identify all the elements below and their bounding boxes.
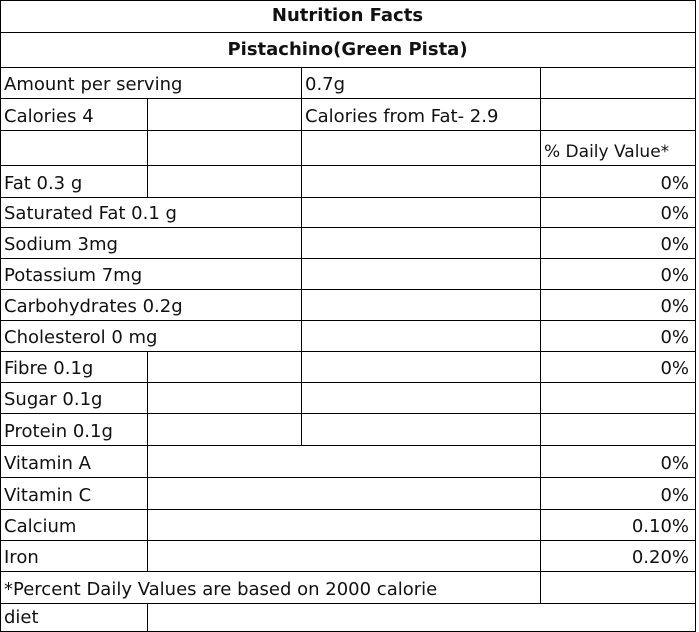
grid-vline — [301, 413, 302, 446]
grid-hline — [0, 320, 696, 321]
calories-label: Calories 4 — [4, 106, 94, 127]
grid-hline — [0, 227, 696, 228]
grid-hline — [0, 197, 696, 198]
nutrient-daily-value — [540, 382, 695, 413]
grid-vline — [147, 382, 148, 414]
nutrient-name: Potassium 7mg — [4, 265, 143, 286]
grid-hline — [0, 477, 696, 478]
grid-vline — [301, 227, 302, 259]
grid-hline — [0, 289, 696, 290]
nutrient-name: Cholesterol 0 mg — [4, 327, 158, 348]
nutrient-daily-value: 0% — [660, 203, 689, 224]
page-title: Nutrition Facts — [271, 5, 424, 26]
grid-vline — [540, 445, 541, 478]
grid-hline — [0, 382, 696, 383]
grid-hline — [0, 67, 696, 68]
grid-vline — [147, 603, 148, 632]
grid-vline — [540, 67, 541, 99]
grid-vline — [540, 258, 541, 290]
grid-vline — [540, 320, 541, 352]
grid-hline — [0, 0, 696, 1]
grid-vline — [540, 477, 541, 510]
nutrient-name: Calcium — [4, 516, 77, 537]
nutrient-name: Fat 0.3 g — [4, 173, 83, 194]
grid-vline — [0, 0, 1, 632]
grid-hline — [0, 165, 696, 166]
nutrient-name: Fibre 0.1g — [4, 358, 94, 379]
grid-hline — [0, 351, 696, 352]
nutrient-daily-value — [540, 413, 695, 445]
grid-vline — [301, 351, 302, 383]
grid-hline — [0, 509, 696, 510]
grid-vline — [147, 165, 148, 198]
grid-vline — [301, 67, 302, 99]
grid-hline — [0, 413, 696, 414]
grid-vline — [301, 320, 302, 352]
serving-value: 0.7g — [305, 74, 346, 95]
grid-vline — [147, 445, 148, 478]
grid-vline — [540, 571, 541, 604]
footnote-line-2: diet — [4, 607, 39, 628]
grid-vline — [147, 98, 148, 131]
nutrient-name: Sugar 0.1g — [4, 389, 103, 410]
grid-vline — [147, 413, 148, 446]
grid-hline — [0, 571, 696, 572]
nutrient-daily-value: 0% — [660, 485, 689, 506]
grid-vline — [695, 0, 696, 632]
product-name: Pistachino(Green Pista) — [227, 38, 468, 60]
grid-hline — [0, 130, 696, 131]
serving-label: Amount per serving — [4, 74, 183, 95]
grid-vline — [540, 289, 541, 321]
daily-value-header: % Daily Value* — [544, 142, 670, 162]
grid-vline — [147, 351, 148, 383]
grid-hline — [0, 445, 696, 446]
grid-vline — [540, 165, 541, 198]
grid-hline — [0, 32, 696, 33]
grid-vline — [301, 98, 302, 131]
grid-vline — [147, 509, 148, 541]
grid-hline — [0, 258, 696, 259]
grid-vline — [540, 382, 541, 414]
grid-vline — [540, 197, 541, 228]
calories-from-fat: Calories from Fat- 2.9 — [305, 106, 499, 127]
nutrient-daily-value: 0% — [660, 453, 689, 474]
grid-vline — [540, 509, 541, 541]
nutrient-name: Sodium 3mg — [4, 234, 118, 255]
nutrient-daily-value: 0.10% — [631, 516, 689, 537]
grid-hline — [0, 540, 696, 541]
grid-vline — [147, 540, 148, 572]
grid-vline — [301, 197, 302, 228]
grid-vline — [540, 227, 541, 259]
nutrient-daily-value: 0% — [660, 265, 689, 286]
nutrient-name: Protein 0.1g — [4, 421, 113, 442]
nutrient-name: Saturated Fat 0.1 g — [4, 203, 177, 224]
grid-vline — [540, 130, 541, 166]
nutrient-name: Vitamin A — [4, 453, 91, 474]
grid-hline — [0, 98, 696, 99]
nutrient-name: Vitamin C — [4, 485, 92, 506]
grid-vline — [147, 130, 148, 166]
nutrient-daily-value: 0.20% — [631, 547, 689, 568]
grid-vline — [147, 477, 148, 510]
grid-hline — [0, 603, 696, 604]
grid-vline — [301, 165, 302, 198]
grid-vline — [540, 351, 541, 383]
nutrient-daily-value: 0% — [660, 173, 689, 194]
grid-vline — [540, 98, 541, 131]
grid-vline — [540, 413, 541, 446]
footnote-line-1: *Percent Daily Values are based on 2000 … — [4, 579, 438, 600]
nutrient-daily-value: 0% — [660, 234, 689, 255]
nutrient-name: Iron — [4, 547, 39, 568]
nutrient-daily-value: 0% — [660, 358, 689, 379]
grid-vline — [301, 258, 302, 290]
nutrient-daily-value: 0% — [660, 296, 689, 317]
nutrient-daily-value: 0% — [660, 327, 689, 348]
nutrient-name: Carbohydrates 0.2g — [4, 296, 183, 317]
grid-vline — [301, 382, 302, 414]
grid-vline — [301, 130, 302, 166]
grid-vline — [301, 289, 302, 321]
grid-vline — [540, 540, 541, 572]
